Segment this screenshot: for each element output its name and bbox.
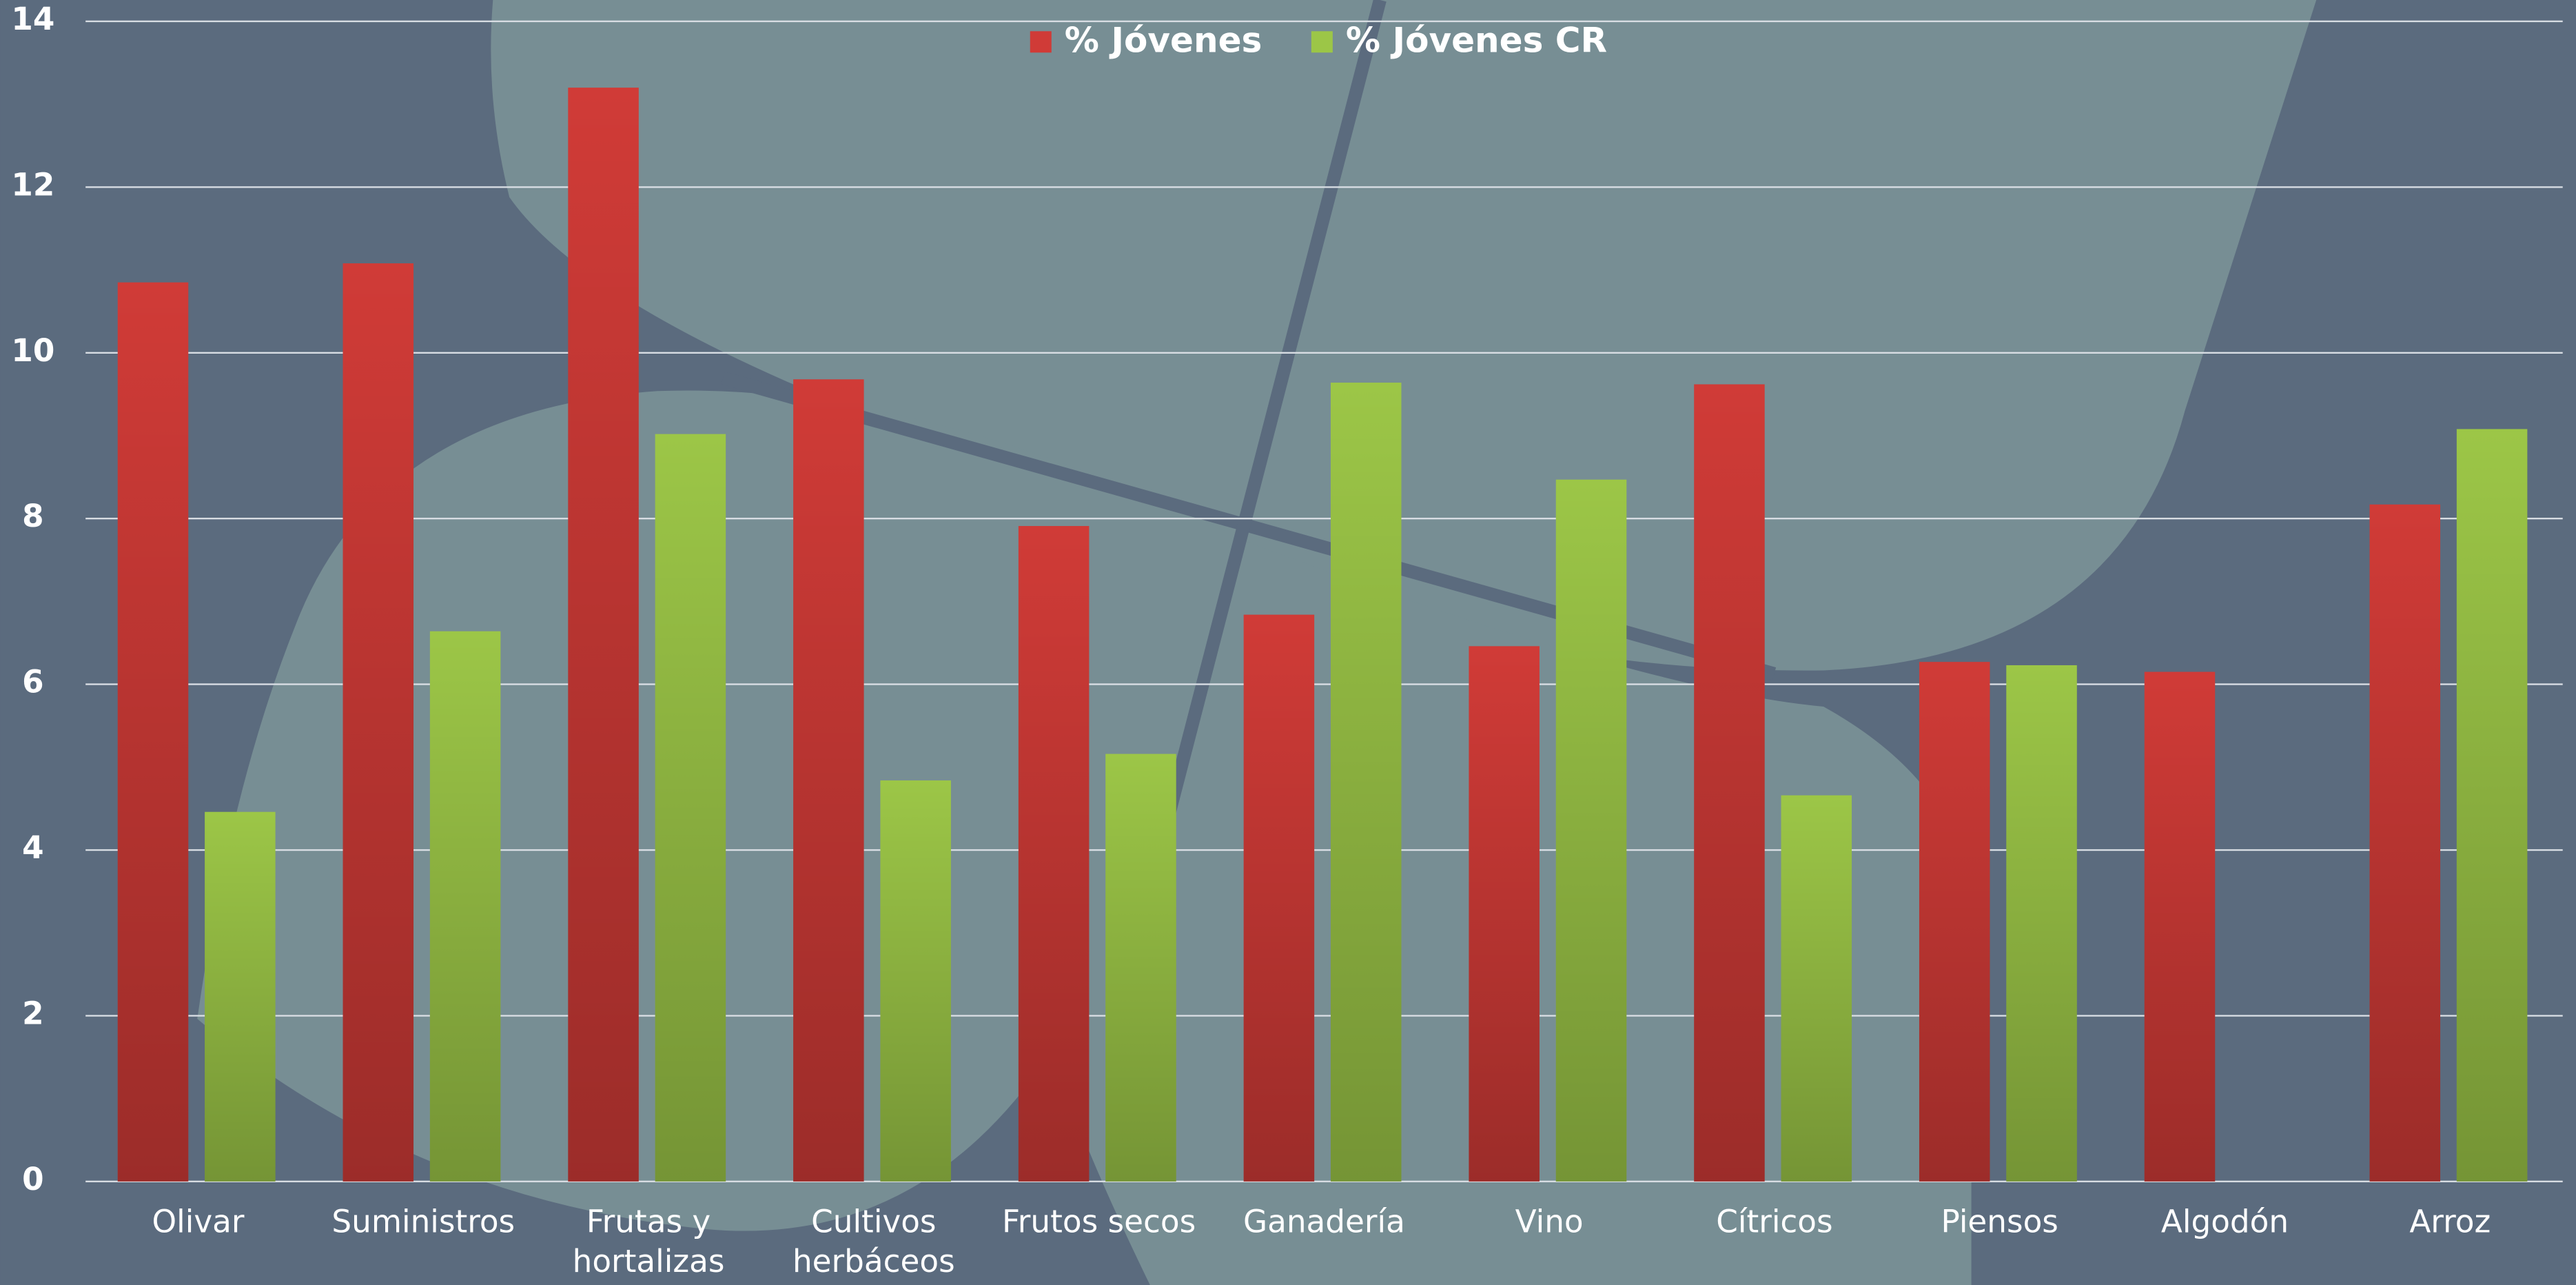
x-tick-label: Vino <box>1515 1204 1584 1241</box>
x-tick-label: Algodón <box>2160 1204 2289 1241</box>
x-tick-wrap: Vino <box>1515 1204 1584 1241</box>
bar-shade <box>1919 662 1990 1182</box>
bar-shade <box>1243 614 1315 1182</box>
bar-shade <box>1330 383 1402 1182</box>
bar-shade <box>117 282 189 1182</box>
bar-shade <box>343 263 414 1182</box>
y-tick-label: 14 <box>11 1 54 37</box>
x-tick-wrap: Piensos <box>1941 1204 2058 1241</box>
bar-shade <box>1469 646 1540 1182</box>
legend-label: % Jóvenes <box>1065 20 1263 60</box>
bar-shade <box>655 434 726 1182</box>
legend-swatch <box>1030 31 1052 53</box>
bar-shade <box>205 811 276 1182</box>
x-tick-label: Frutas y hortalizas <box>572 1204 725 1280</box>
bar-shade <box>1105 753 1176 1182</box>
y-tick-label: 6 <box>22 664 44 700</box>
x-tick-wrap: Arroz <box>2409 1204 2491 1241</box>
x-tick-wrap: Olivar <box>152 1204 245 1241</box>
bar-shade <box>1555 479 1627 1182</box>
bar-shade <box>2144 671 2216 1182</box>
y-tick-label: 2 <box>22 995 44 1031</box>
y-tick-label: 10 <box>11 332 54 369</box>
x-tick-wrap: Frutas y hortalizas <box>572 1204 725 1280</box>
y-tick-label: 8 <box>22 498 44 534</box>
bar-shade <box>2456 429 2528 1182</box>
x-tick-wrap: Algodón <box>2160 1204 2289 1241</box>
bar-shade <box>568 88 639 1182</box>
bar-shade <box>2369 504 2441 1182</box>
bar-shade <box>793 379 864 1182</box>
y-tick-label: 12 <box>11 166 54 203</box>
x-tick-wrap: Cítricos <box>1716 1204 1833 1241</box>
bg-stroke <box>1143 0 1387 889</box>
bar-shade <box>1781 795 1852 1182</box>
x-tick-wrap: Ganadería <box>1243 1204 1405 1241</box>
x-tick-wrap: Suministros <box>331 1204 515 1241</box>
x-tick-label: Frutos secos <box>1002 1204 1196 1241</box>
bg-shape <box>491 0 2317 671</box>
bar-shade <box>1694 384 1765 1182</box>
x-tick-wrap: Frutos secos <box>1002 1204 1196 1241</box>
x-tick-label: Piensos <box>1941 1204 2058 1241</box>
x-tick-label: Arroz <box>2409 1204 2491 1241</box>
x-tick-label: Suministros <box>331 1204 515 1241</box>
x-tick-label: Cultivos herbáceos <box>792 1204 955 1280</box>
y-tick-label: 4 <box>22 829 44 866</box>
x-tick-label: Olivar <box>152 1204 245 1241</box>
legend-swatch <box>1311 31 1333 53</box>
bar-shade <box>2006 665 2077 1182</box>
bar-shade <box>1018 526 1090 1182</box>
bar-shade <box>429 631 501 1182</box>
bar-shade <box>880 780 951 1182</box>
x-tick-wrap: Cultivos herbáceos <box>792 1204 955 1280</box>
x-tick-label: Ganadería <box>1243 1204 1405 1241</box>
y-tick-label: 0 <box>22 1161 44 1197</box>
x-tick-label: Cítricos <box>1716 1204 1833 1241</box>
legend-label: % Jóvenes CR <box>1346 20 1607 60</box>
